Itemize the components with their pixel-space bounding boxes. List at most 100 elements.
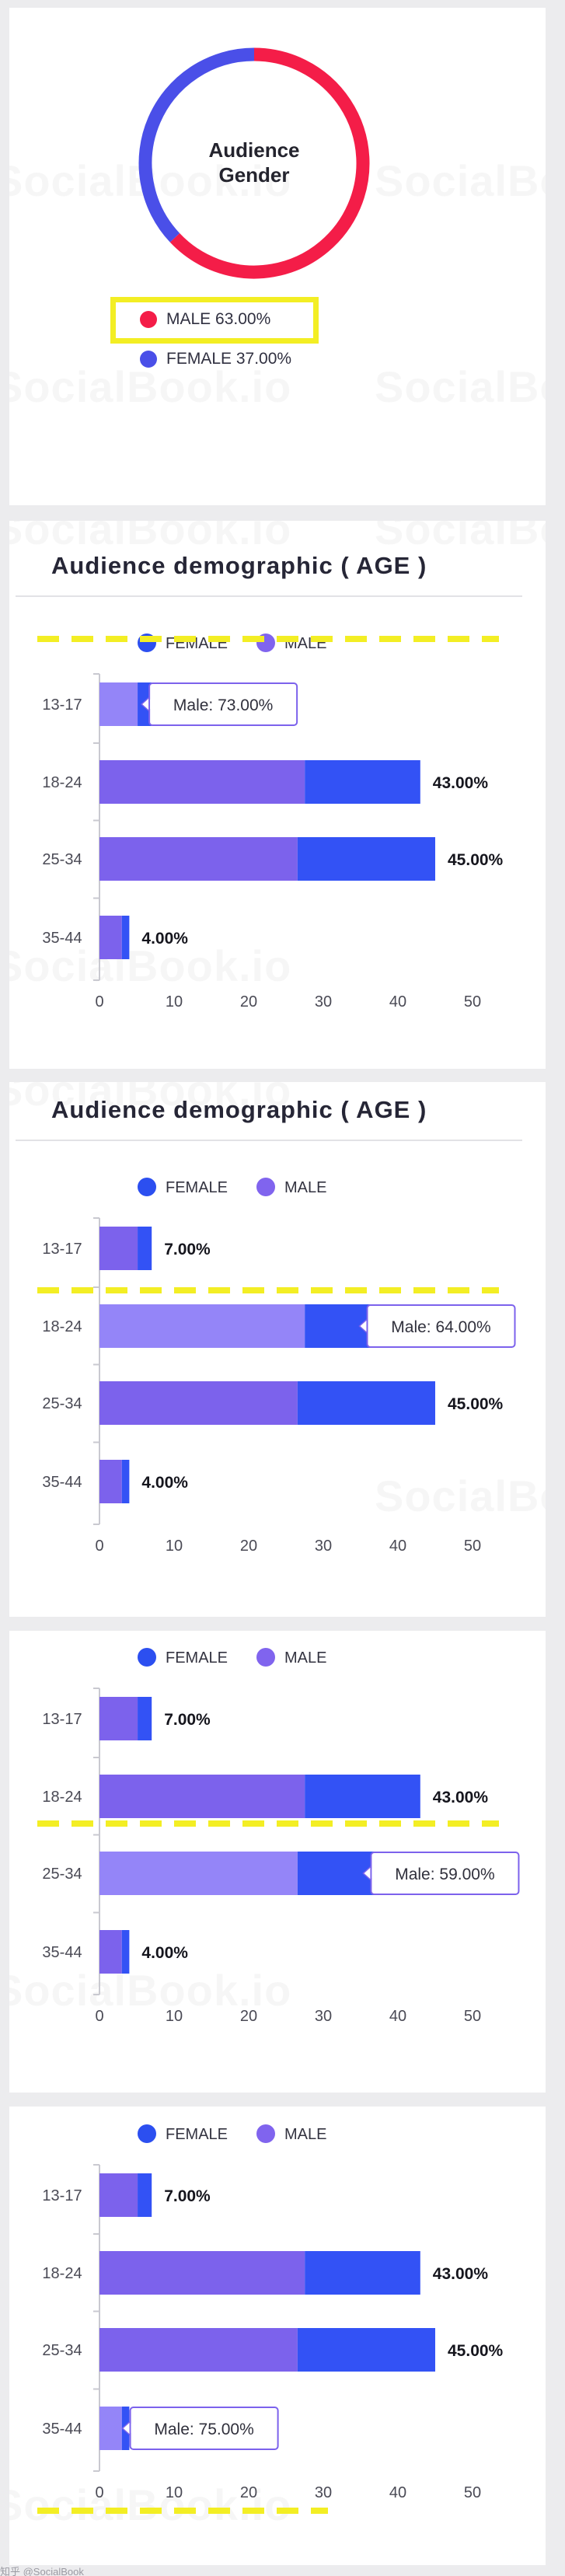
x-tick-label: 30 [315,2008,332,2025]
legend-label: FEMALE [166,2126,228,2143]
x-tick-label: 40 [389,993,406,1011]
donut-center-label: Gender [218,163,289,187]
bar-female-18-24 [305,1775,420,1818]
bar-female-18-24 [305,760,420,804]
tooltip-text: Male: 64.00% [391,1318,490,1336]
bar-male-13-17 [99,2173,138,2217]
bar-male-25-34 [99,1381,298,1425]
bar-male-13-17 [99,1227,138,1270]
bar-male-13-17 [99,1697,138,1740]
title-divider [16,595,522,597]
legend-label: FEMALE [166,1179,228,1196]
watermark: SocialBook.io [9,361,291,412]
bar-female-25-34 [297,1381,435,1425]
bar-male-18-24 [99,2251,305,2295]
x-tick-label: 20 [240,2484,257,2501]
bar-male-18-24 [99,1304,305,1348]
x-tick-label: 40 [389,2008,406,2025]
bar-total-label: 7.00% [164,1241,211,1258]
age-bar-chart: FEMALEMALE0102030405013-177.00%18-2443.0… [37,634,504,1011]
x-tick-label: 0 [95,993,103,1011]
x-tick-label: 0 [95,2008,103,2025]
gender-panel: SocialBook.io SocialBook.io SocialBook.i… [9,8,546,505]
age-chart-panel: SocialBook.io SocialBook.io SocialBook.i… [9,521,546,1069]
category-label: 13-17 [42,696,82,714]
legend-label: MALE [284,1179,326,1196]
x-tick-label: 50 [464,993,481,1011]
age-chart-panel: SocialBook.io FEMALEMALE0102030405013-17… [9,2107,546,2565]
male-dot-icon [140,311,157,328]
x-tick-label: 40 [389,2484,406,2501]
category-label: 18-24 [42,1789,82,1806]
section-title: Audience demographic ( AGE ) [51,1096,427,1123]
female-dot-icon [140,351,157,368]
x-tick-label: 10 [166,2484,183,2501]
tooltip: Male: 73.00% [141,682,298,726]
age-chart-panel: SocialBook.io FEMALEMALE0102030405013-17… [9,1631,546,2093]
legend-female-label: FEMALE 37.00% [166,350,292,368]
bar-total-label: 43.00% [433,774,489,792]
donut-center-label: Audience [208,138,299,162]
legend-label: MALE [284,1649,326,1667]
bar-male-13-17 [99,682,138,726]
tooltip-box [148,682,298,726]
watermark: SocialBook.io [375,361,546,412]
bar-male-35-44 [99,1460,122,1503]
x-tick-label: 10 [166,1538,183,1555]
bar-male-25-34 [99,837,298,881]
category-label: 25-34 [42,2342,82,2359]
x-tick-label: 50 [464,2484,481,2501]
donut-slice-female [138,47,255,243]
bar-total-label: 45.00% [448,851,504,869]
bar-total-label: 45.00% [448,2342,504,2360]
tooltip-arrow-join [150,700,153,709]
bar-total-label: 43.00% [433,2265,489,2283]
female-legend-dot-icon [138,1648,156,1667]
category-label: 25-34 [42,1866,82,1883]
bar-total-label: 45.00% [448,1395,504,1413]
tooltip-arrow-join [131,2424,134,2433]
legend-female[interactable]: FEMALE 37.00% [140,350,291,368]
category-label: 13-17 [42,1241,82,1258]
bar-male-35-44 [99,1930,122,1974]
x-tick-label: 50 [464,1538,481,1555]
footer-caption: 知乎 @SocialBook [0,2566,84,2576]
tooltip: Male: 75.00% [121,2407,279,2450]
bar-male-25-34 [99,2328,298,2372]
category-label: 35-44 [42,1474,82,1491]
tooltip-text: Male: 73.00% [173,696,273,714]
category-label: 18-24 [42,774,82,791]
highlight-box [110,297,319,344]
bar-male-35-44 [99,916,122,959]
legend-male[interactable]: MALE 63.00% [140,310,270,329]
donut-slice-male [169,47,370,279]
x-tick-label: 40 [389,1538,406,1555]
section-title: Audience demographic ( AGE ) [51,552,427,579]
bar-female-13-17 [138,1697,152,1740]
bar-female-35-44 [121,916,130,959]
bar-male-18-24 [99,760,305,804]
bar-female-18-24 [305,2251,420,2295]
category-label: 13-17 [42,1711,82,1728]
category-label: 35-44 [42,2421,82,2438]
age-bar-chart: FEMALEMALE0102030405013-177.00%18-2443.0… [37,1178,516,1555]
bar-total-label: 4.00% [141,1944,188,1962]
bar-total-label: 7.00% [164,1711,211,1729]
tooltip: Male: 59.00% [362,1852,520,1895]
x-tick-label: 50 [464,2008,481,2025]
bar-female-35-44 [121,1930,130,1974]
bar-female-13-17 [138,1227,152,1270]
category-label: 13-17 [42,2187,82,2204]
x-tick-label: 0 [95,1538,103,1555]
legend-label: FEMALE [166,1649,228,1667]
male-legend-dot-icon [256,1648,275,1667]
x-tick-label: 10 [166,2008,183,2025]
category-label: 25-34 [42,1395,82,1412]
tooltip-arrow-join [371,1869,375,1878]
female-legend-dot-icon [138,2124,156,2143]
x-tick-label: 20 [240,993,257,1011]
tooltip: Male: 64.00% [358,1304,516,1348]
bar-male-35-44 [99,2407,122,2450]
bar-female-35-44 [121,1460,130,1503]
